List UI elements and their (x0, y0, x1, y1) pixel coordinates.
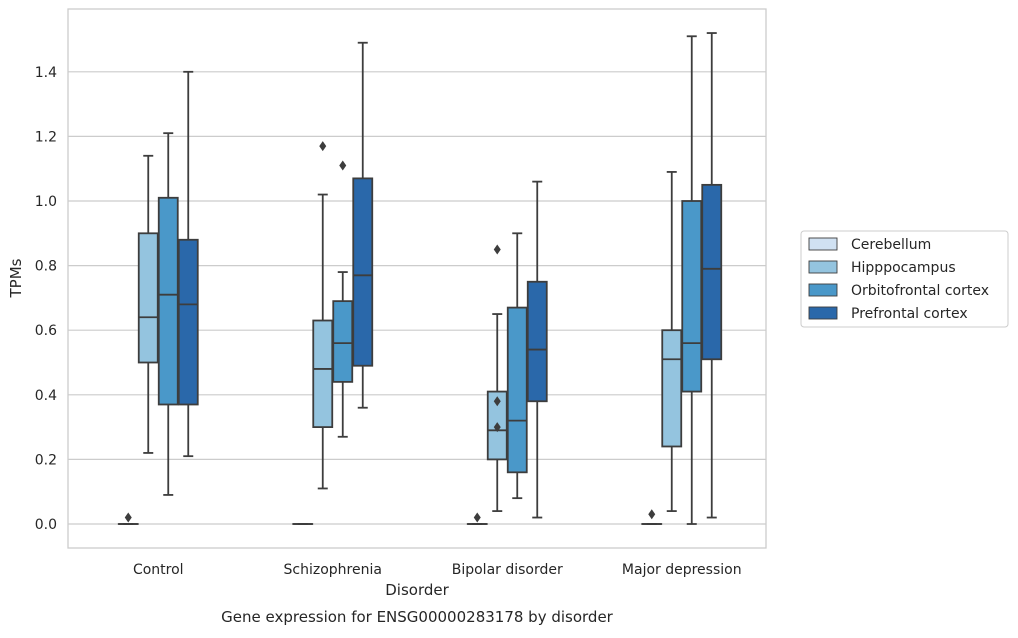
box-rect (353, 178, 372, 365)
x-tick-label: Control (133, 562, 184, 578)
box-rect (508, 308, 527, 473)
x-tick-label: Bipolar disorder (452, 562, 563, 578)
y-tick-label: 0.4 (35, 388, 57, 404)
x-axis-ticks: Control Schizophrenia Bipolar disorder Majo… (133, 562, 742, 578)
legend-label: Hipppocampus (851, 260, 956, 276)
y-tick-label: 1.0 (35, 194, 57, 210)
chart-caption: Gene expression for ENSG00000283178 by d… (221, 608, 614, 626)
box-rect (682, 201, 701, 392)
box-rect (179, 240, 198, 405)
box-rect (159, 198, 178, 405)
y-tick-label: 0.2 (35, 452, 57, 468)
box-rect (702, 185, 721, 359)
y-tick-label: 0.6 (35, 323, 57, 339)
legend-swatch (809, 307, 837, 319)
legend-label: Cerebellum (851, 237, 931, 253)
box-rect (333, 301, 352, 382)
box-rect (528, 282, 547, 402)
box-rect (662, 330, 681, 446)
legend-label: Orbitofrontal cortex (851, 283, 989, 299)
x-tick-label: Major depression (622, 562, 742, 578)
box-rect (313, 321, 332, 428)
x-tick-label: Schizophrenia (284, 562, 382, 578)
y-tick-label: 1.2 (35, 129, 57, 145)
legend-swatch (809, 284, 837, 296)
y-tick-label: 1.4 (35, 65, 57, 81)
x-axis-label: Disorder (385, 581, 449, 599)
legend: Cerebellum Hipppocampus Orbitofrontal cort… (801, 231, 1008, 327)
y-axis-ticks: 0.0 0.2 0.4 0.6 0.8 1.0 1.2 1.4 (35, 65, 57, 533)
y-tick-label: 0.8 (35, 259, 57, 275)
y-tick-label: 0.0 (35, 517, 57, 533)
legend-swatch (809, 261, 837, 273)
y-axis-label: TPMs (7, 258, 25, 298)
legend-swatch (809, 238, 837, 250)
box-rect (139, 233, 158, 362)
legend-label: Prefrontal cortex (851, 306, 968, 322)
